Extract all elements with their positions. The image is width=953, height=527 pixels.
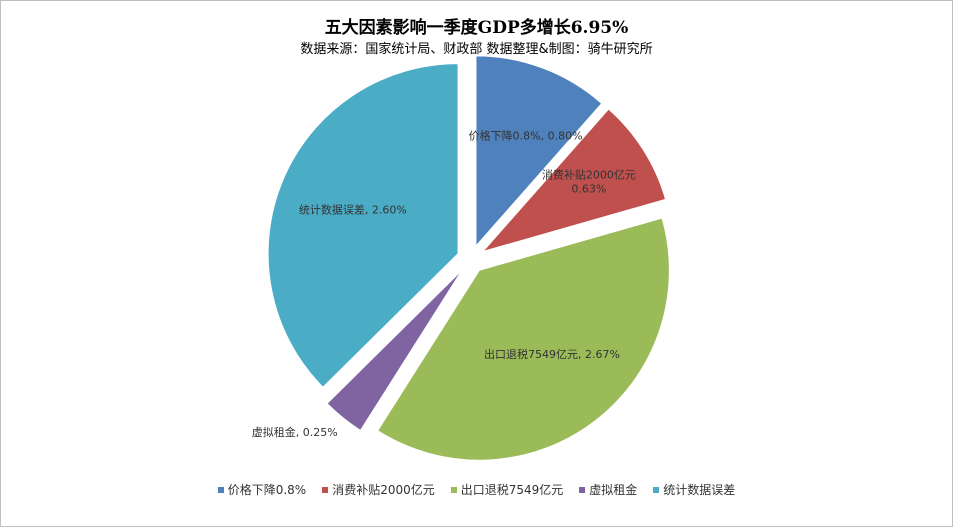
pie-slice (475, 55, 603, 248)
legend-label: 虚拟租金 (589, 483, 638, 497)
slice-label: 消费补贴2000亿元 0.63% (542, 168, 636, 196)
slice-label: 虚拟租金, 0.25% (252, 425, 338, 439)
legend-swatch (217, 486, 224, 493)
legend-label: 统计数据误差 (663, 483, 736, 497)
chart-legend: 价格下降0.8% 消费补贴2000亿元 出口退税7549亿元 虚拟租金 统计数据误差 (1, 481, 952, 498)
legend-swatch (579, 486, 586, 493)
slice-label: 价格下降0.8%, 0.80% (469, 129, 583, 143)
pie-slice (481, 108, 667, 253)
legend-swatch (322, 486, 329, 493)
legend-item: 虚拟租金 (579, 481, 637, 498)
legend-swatch (653, 486, 660, 493)
legend-item: 出口退税7549亿元 (450, 481, 564, 498)
pie-chart: 价格下降0.8%, 0.80% 消费补贴2000亿元 0.63% 出口退税7549亿元… (252, 55, 670, 461)
legend-label: 价格下降0.8% (227, 483, 307, 497)
pie-slice (376, 217, 670, 461)
legend-item: 统计数据误差 (653, 481, 735, 498)
legend-swatch (450, 486, 457, 493)
slice-label: 统计数据误差, 2.60% (299, 203, 407, 217)
slice-label: 出口退税7549亿元, 2.67% (484, 347, 620, 361)
legend-item: 消费补贴2000亿元 (322, 481, 435, 498)
pie-slice (267, 63, 459, 388)
legend-label: 出口退税7549亿元 (460, 483, 564, 497)
chart-subtitle: 数据来源：国家统计局、财政部 数据整理&制图：骑牛研究所 (300, 42, 653, 57)
chart-title: 五大因素影响一季度GDP多增长6.95% (324, 18, 629, 38)
legend-item: 价格下降0.8% (217, 481, 307, 498)
legend-label: 消费补贴2000亿元 (332, 483, 435, 497)
pie-slice (326, 269, 463, 432)
